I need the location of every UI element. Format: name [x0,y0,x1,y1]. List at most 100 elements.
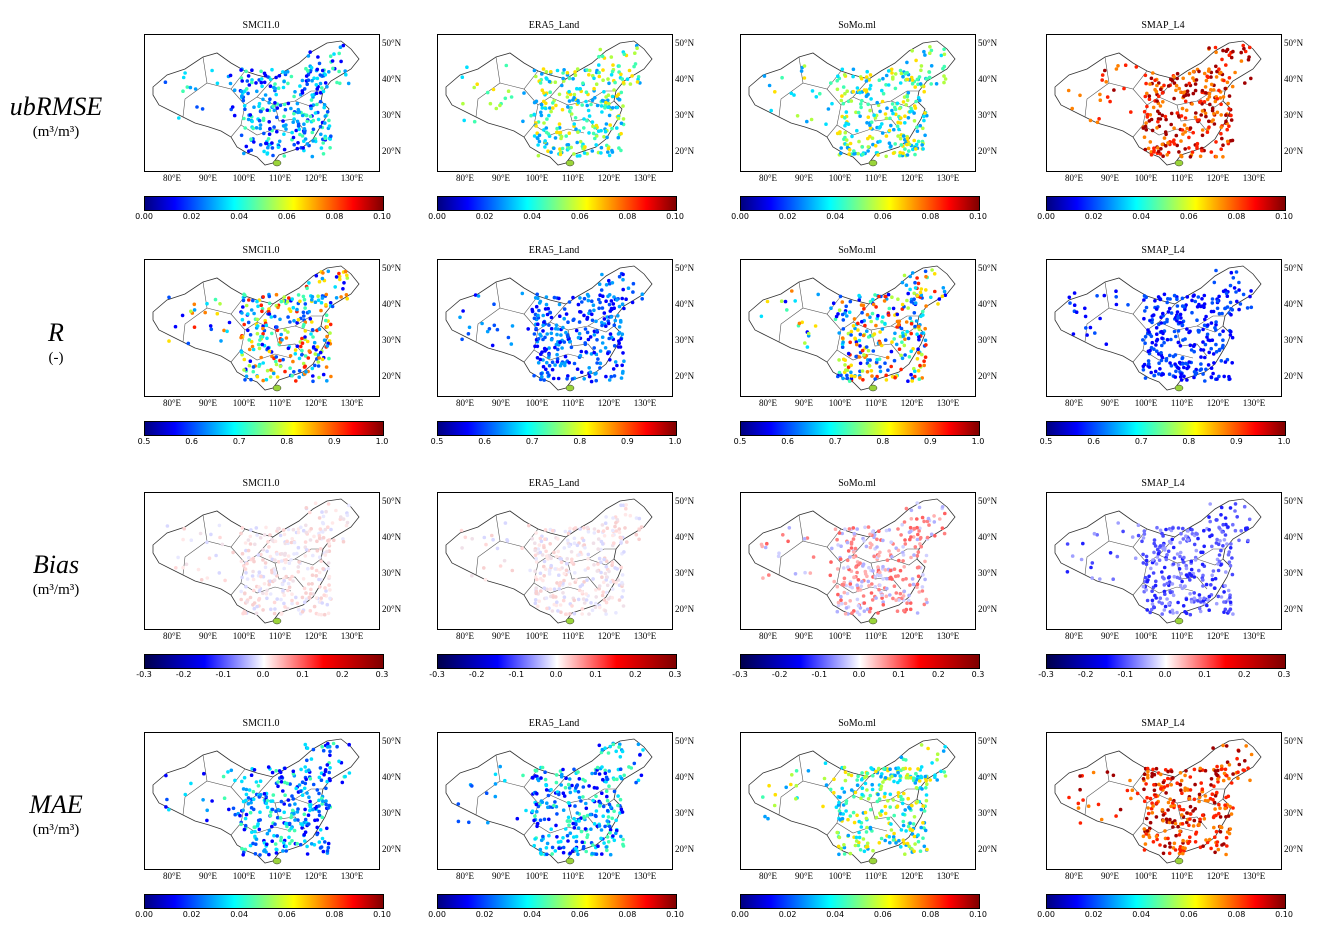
lat-label: 50°N [382,38,402,48]
station-dot [274,769,278,773]
station-dot [1083,314,1088,319]
station-dot [810,89,815,93]
province-border [533,329,585,361]
station-dot [891,306,896,311]
station-dot [586,530,591,534]
colorbar-tick: 0.7 [828,437,842,446]
station-dot [621,604,626,608]
station-dot [569,112,574,116]
station-dot [842,73,847,77]
station-dot [1158,596,1163,600]
station-dot [307,309,311,314]
station-dot [296,608,301,612]
station-dot [610,94,615,99]
station-dot [1195,532,1199,536]
station-dot [267,132,272,136]
station-dot [264,591,269,596]
station-dot [495,327,500,332]
station-dot [901,553,906,557]
station-dot [290,839,294,843]
station-dot [317,813,322,818]
station-dot [843,116,847,120]
station-dot [852,531,857,536]
station-dot [1202,302,1207,306]
map-frame [1046,34,1282,172]
station-dot [561,71,565,75]
station-dot [1142,135,1147,139]
station-dot [540,72,544,76]
station-dot [566,374,570,378]
station-dot [1214,601,1219,606]
station-dot [535,577,539,582]
station-dot [612,838,617,843]
station-dot [1165,597,1169,601]
station-dot [283,551,287,556]
station-dot [616,314,620,318]
station-dot [580,300,584,304]
station-dot [260,335,264,339]
station-dot [880,596,884,600]
station-dot [239,531,243,536]
station-dot [622,773,626,778]
station-dot [923,111,927,115]
map-frame [437,492,673,630]
station-dot [878,330,882,334]
station-dot [285,299,290,304]
station-dot [343,269,348,274]
station-dot [875,374,879,379]
station-dot [906,91,911,95]
station-dot [549,150,553,154]
station-dot [1147,94,1152,98]
station-dot [1158,528,1163,533]
station-dot [563,529,568,534]
lon-label: 120°E [304,871,328,881]
station-dot [275,106,280,110]
colorbar [437,894,677,909]
station-dot [904,577,908,581]
station-dot [1177,86,1181,91]
station-dot [1181,604,1186,608]
station-dot [924,343,928,347]
station-dot [835,609,840,614]
station-dot [1249,289,1253,293]
station-dot [557,122,562,126]
station-dot [273,822,277,826]
station-dot [313,363,317,368]
station-dot [919,293,924,297]
station-dot [915,525,919,530]
station-dot [598,349,603,353]
station-dot [597,297,601,302]
station-dot [308,510,312,515]
station-dot [909,106,913,111]
station-dot [875,357,879,362]
station-dot [915,77,920,82]
station-dot [1141,552,1145,557]
province-border [1104,56,1148,90]
station-dot [885,355,890,360]
province-border [870,104,902,132]
station-dot [287,585,292,590]
station-dot [1142,298,1146,302]
station-dot [554,554,559,559]
station-dot [163,80,168,84]
station-dot [863,781,868,786]
country-outline [152,265,360,391]
station-dot [849,546,854,550]
station-dot [866,102,870,107]
station-dot [573,526,578,530]
station-dot [1161,372,1165,376]
map-frame [144,732,380,870]
station-dot [240,311,244,315]
station-dot [1234,270,1239,274]
station-dot [568,526,572,531]
station-dot [875,100,879,105]
station-dot [1222,600,1226,604]
station-dot [317,577,321,582]
station-dot [613,80,617,85]
station-dot [839,598,843,602]
station-dot [575,543,580,548]
station-dot [604,564,609,569]
station-dot [633,62,638,66]
colorbar-tick: 0.00 [1037,212,1055,221]
lon-label: 110°E [561,631,585,641]
